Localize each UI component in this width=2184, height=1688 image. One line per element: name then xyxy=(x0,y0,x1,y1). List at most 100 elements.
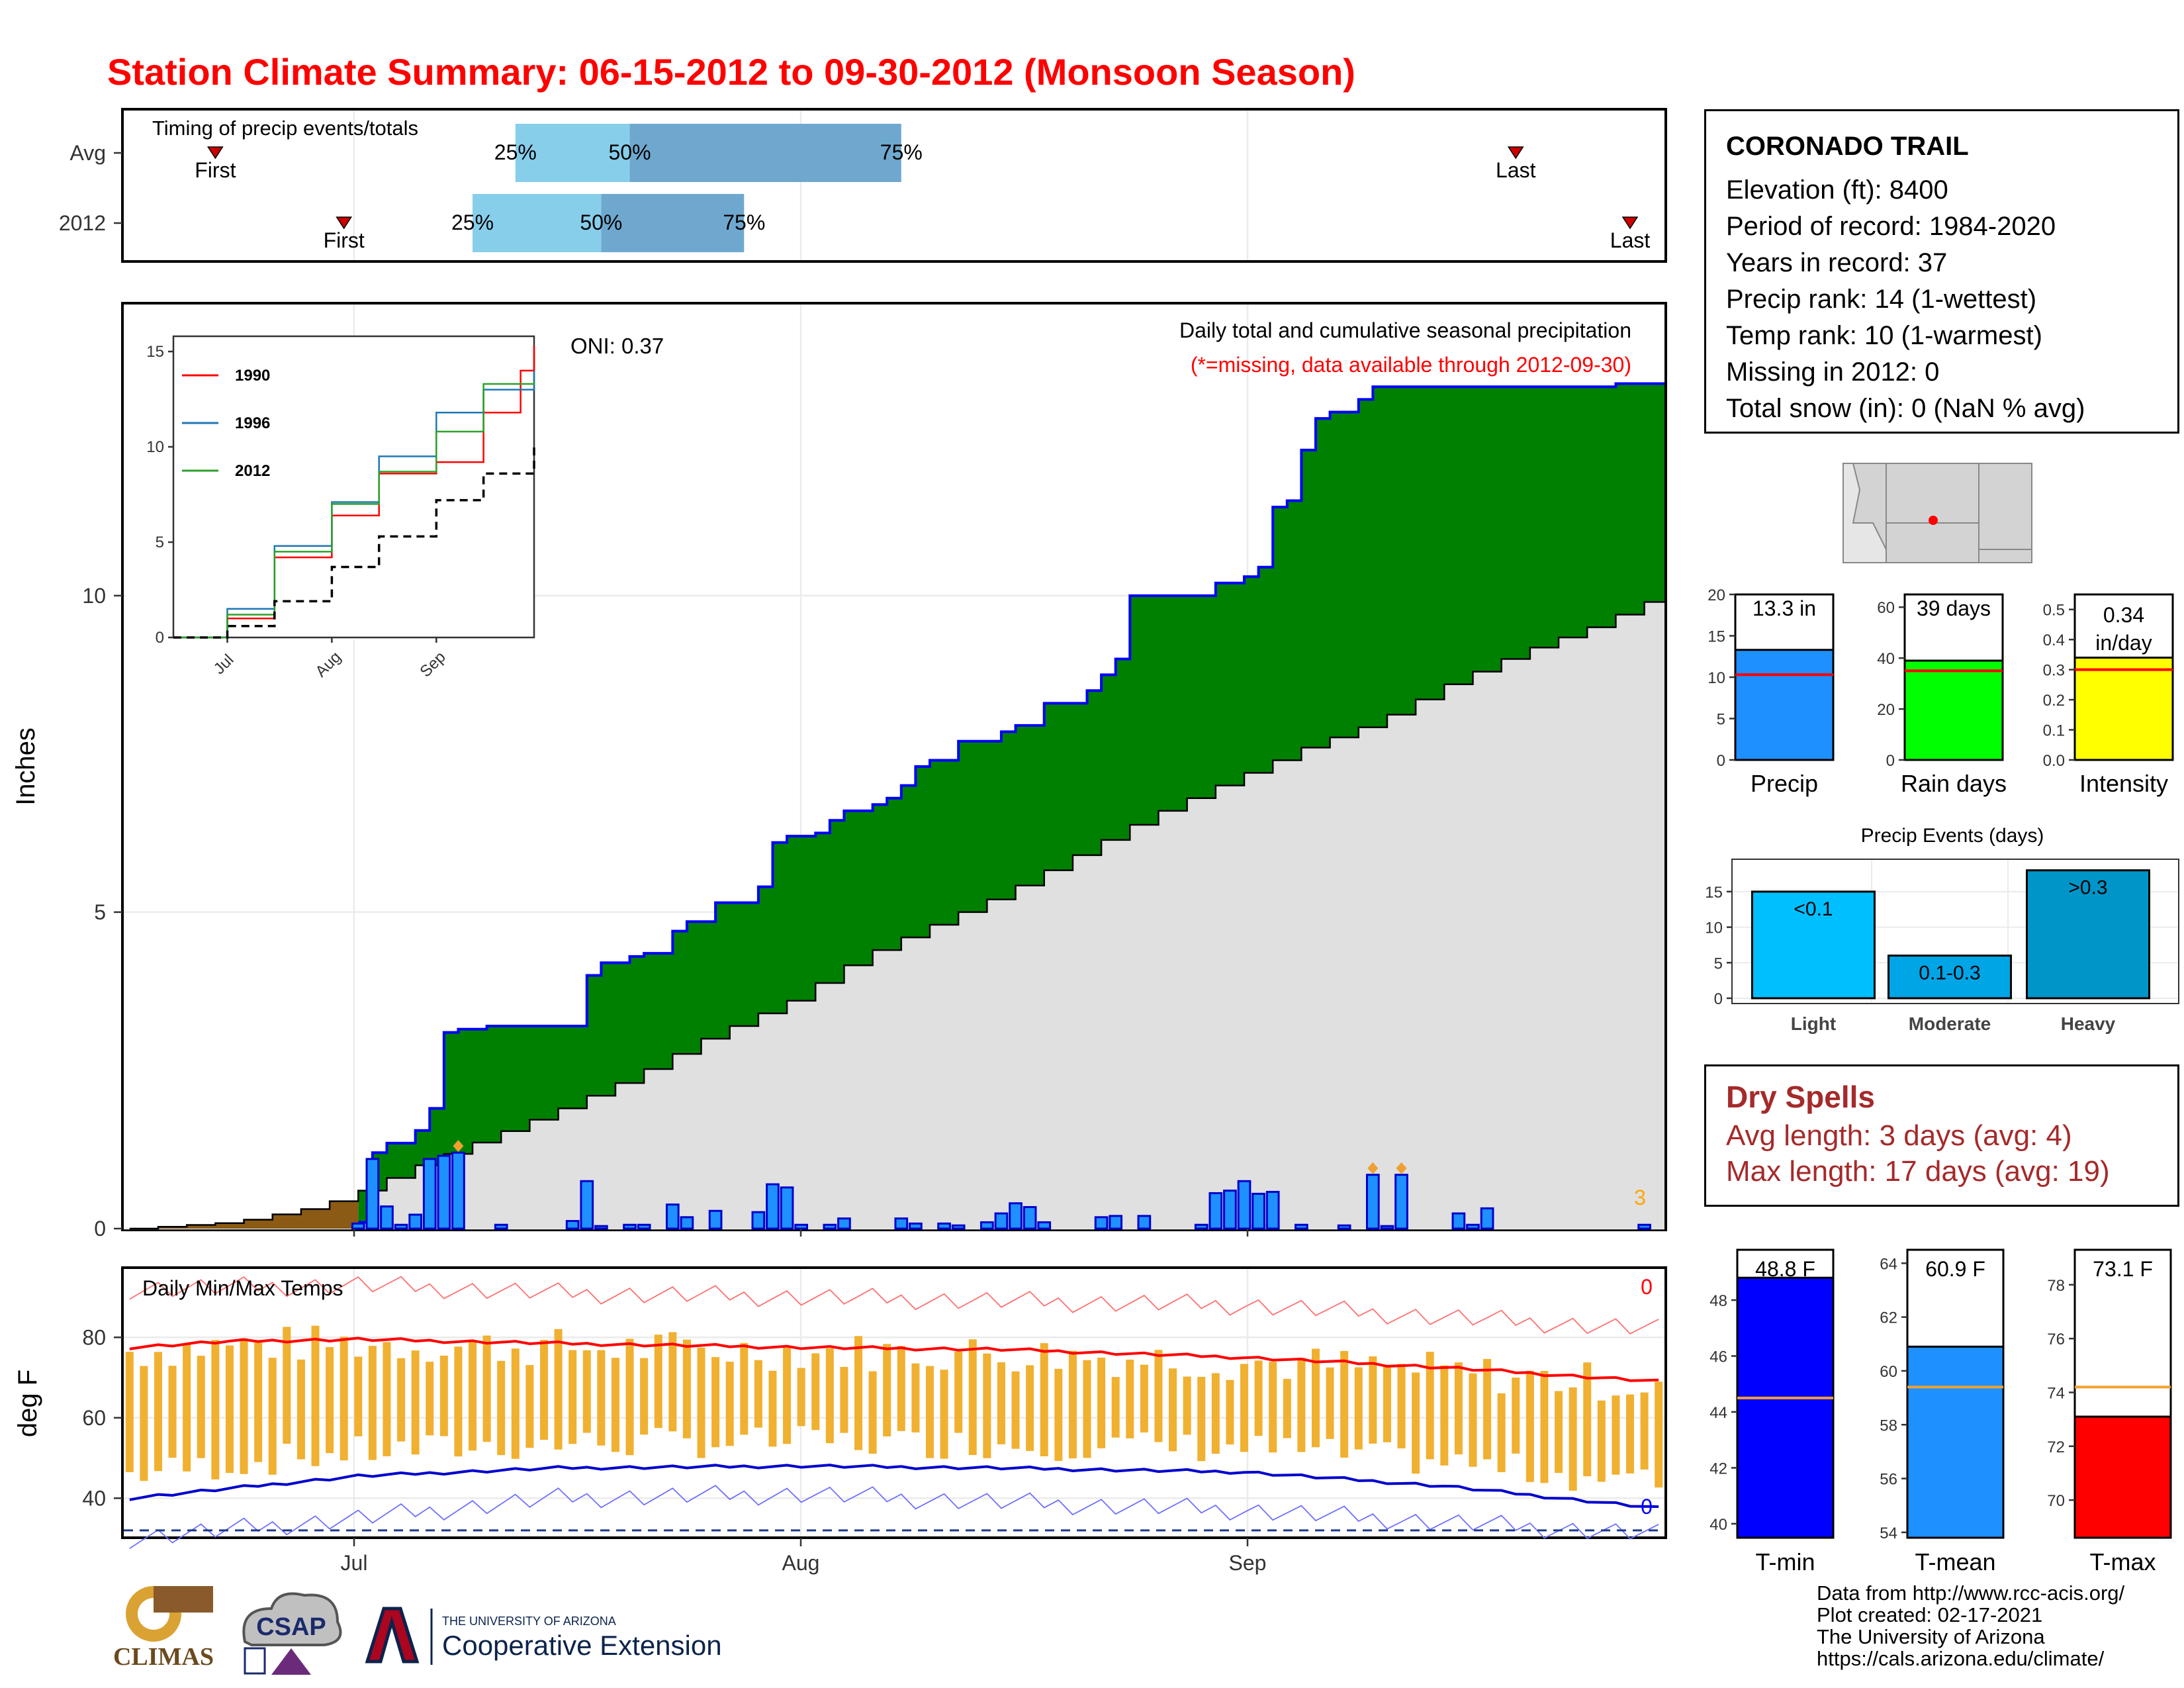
avg-cumulative-line xyxy=(129,601,1664,1230)
events-xtick-heavy: Heavy xyxy=(2061,1013,2116,1034)
daily-precip-bar-20 xyxy=(794,1223,809,1230)
daily-temp-bar-46 xyxy=(783,1347,792,1444)
temp-summary-label-2: T-max xyxy=(2089,1548,2156,1575)
daily-precip-bar-18 xyxy=(766,1183,780,1230)
daily-precip-bar-25 xyxy=(937,1222,951,1230)
avg-cumulative-area xyxy=(124,602,1664,1229)
events-ytick-10: 10 xyxy=(1705,919,1723,937)
daily-precip-bar-9 xyxy=(565,1220,580,1230)
daily-temp-bar-81 xyxy=(1283,1379,1291,1438)
daily-temp-bar-6 xyxy=(211,1340,220,1479)
summary-bar-unit-2: in/day xyxy=(2095,631,2152,655)
timing-pct-label-2012-2: 75% xyxy=(723,211,765,234)
inset-ytick-5: 5 xyxy=(156,534,164,551)
daily-precip-bar-11 xyxy=(594,1225,608,1230)
summary-bar-tick-1-0: 0 xyxy=(1886,752,1895,770)
timing-pct-label-Avg-0: 25% xyxy=(494,140,537,164)
daily-temp-bar-80 xyxy=(1269,1362,1277,1453)
events-bar-light xyxy=(1751,890,1876,1000)
oni-label: ONI: 0.37 xyxy=(570,334,664,358)
daily-temp-bar-103 xyxy=(1597,1400,1606,1482)
credit-data-source: Data from http://www.rcc-acis.org/ xyxy=(1817,1581,2125,1605)
daily-temp-bar-63 xyxy=(1026,1365,1034,1451)
daily-temp-bar-34 xyxy=(611,1358,619,1452)
daily-temp-bar-69 xyxy=(1111,1377,1120,1438)
daily-temp-bar-70 xyxy=(1126,1359,1134,1438)
precip-ylabel: Inches xyxy=(11,727,40,806)
daily-precip-bar-49 xyxy=(1466,1223,1480,1230)
timing-last-marker-Avg xyxy=(1507,146,1524,160)
events-xtick-moderate: Moderate xyxy=(1909,1013,1991,1034)
daily-temp-bar-60 xyxy=(983,1353,991,1458)
daily-precip-bar-44 xyxy=(1337,1224,1351,1230)
daily-temp-bar-55 xyxy=(911,1363,920,1432)
inset-ytick-0: 0 xyxy=(156,629,164,647)
daily-temp-bar-14 xyxy=(326,1346,334,1454)
daily-precip-bar-0 xyxy=(351,1222,365,1230)
temp-summary-value-0: 48.8 F xyxy=(1755,1257,1815,1281)
daily-temp-bar-23 xyxy=(454,1346,463,1457)
daily-precip-bar-7 xyxy=(451,1151,465,1230)
summary-bar-label-0: Precip xyxy=(1751,770,1818,797)
temp-summary-fill-1 xyxy=(1906,1345,2005,1539)
daily-precip-bar-50 xyxy=(1480,1207,1494,1230)
daily-precip-bar-51 xyxy=(1637,1223,1651,1230)
daily-temp-bar-58 xyxy=(954,1351,963,1433)
timing-first-label-2012: First xyxy=(324,228,365,252)
inset-legend-label-1996: 1996 xyxy=(235,414,270,432)
daily-temp-bar-28 xyxy=(525,1365,534,1448)
events-bar-value-light: <0.1 xyxy=(1794,898,1833,920)
summary-bar-tick-0-15: 15 xyxy=(1707,628,1725,646)
daily-temp-bar-5 xyxy=(197,1356,205,1458)
daily-temp-bar-106 xyxy=(1640,1392,1649,1470)
timing-last-marker-2012 xyxy=(1621,216,1639,230)
events-ytick-0: 0 xyxy=(1714,990,1723,1008)
summary-bar-value-1: 39 days xyxy=(1917,596,1991,620)
daily-precip-bar-33 xyxy=(1109,1215,1123,1230)
daily-temp-bar-26 xyxy=(497,1360,506,1456)
summary-bar-tick-1-20: 20 xyxy=(1877,701,1895,719)
record-max-line xyxy=(129,1276,1659,1335)
daily-temp-bar-0 xyxy=(125,1352,134,1472)
daily-temp-bar-66 xyxy=(1068,1350,1077,1459)
events-bar-value-heavy: >0.3 xyxy=(2068,877,2107,899)
station-elevation: Elevation (ft): 8400 xyxy=(1726,175,1948,205)
daily-temp-bar-74 xyxy=(1183,1376,1191,1435)
timing-first-marker-2012 xyxy=(336,216,353,230)
timing-row-label-avg: Avg xyxy=(69,141,106,165)
record-min-line xyxy=(129,1485,1659,1549)
daily-temp-bar-36 xyxy=(640,1358,649,1435)
daily-temp-bar-9 xyxy=(254,1342,263,1462)
daily-temp-bar-47 xyxy=(797,1368,805,1427)
ua-cooperative-extension-logo: THE UNIVERSITY OF ARIZONA Cooperative Ex… xyxy=(357,1602,741,1668)
daily-precip-bar-22 xyxy=(837,1217,851,1230)
temp-summary-tick-1-58: 58 xyxy=(1880,1417,1897,1434)
precip-corner-count: 3 xyxy=(1634,1186,1646,1209)
daily-precip-bar-27 xyxy=(979,1221,994,1230)
daily-temp-bar-30 xyxy=(554,1329,563,1450)
temp-summary-fill-0 xyxy=(1736,1276,1835,1539)
precip-note: (*=missing, data available through 2012-… xyxy=(1191,353,1631,377)
daily-temp-bar-99 xyxy=(1540,1371,1549,1483)
daily-temp-bar-17 xyxy=(368,1346,377,1460)
daily-temp-bar-91 xyxy=(1426,1352,1434,1460)
daily-precip-bar-14 xyxy=(665,1203,680,1230)
daily-temp-bar-92 xyxy=(1440,1365,1449,1466)
station-period: Period of record: 1984-2020 xyxy=(1726,212,2056,241)
ua-line1: THE UNIVERSITY OF ARIZONA xyxy=(442,1615,616,1628)
daily-temp-bar-88 xyxy=(1383,1366,1391,1442)
daily-temp-bar-48 xyxy=(811,1353,820,1430)
inset-ytick-15: 15 xyxy=(146,343,164,361)
summary-bar-tick-1-40: 40 xyxy=(1877,650,1895,668)
inset-ytick-10: 10 xyxy=(146,438,164,456)
daily-temp-bar-25 xyxy=(482,1335,491,1442)
daily-temp-bar-72 xyxy=(1154,1350,1163,1442)
daily-temp-bar-65 xyxy=(1054,1368,1063,1461)
summary-bar-tick-2-0.3: 0.3 xyxy=(2043,662,2065,680)
temp-ytick-40: 40 xyxy=(82,1486,106,1510)
daily-temp-bar-59 xyxy=(968,1339,977,1456)
precip-events-chart: Precip Events (days) 0 5 10 15 <0.1 Light 0.1-… xyxy=(1705,825,2179,1034)
temp-count-bottom: 0 xyxy=(1641,1495,1653,1519)
summary-bar-tick-0-10: 10 xyxy=(1707,669,1725,687)
